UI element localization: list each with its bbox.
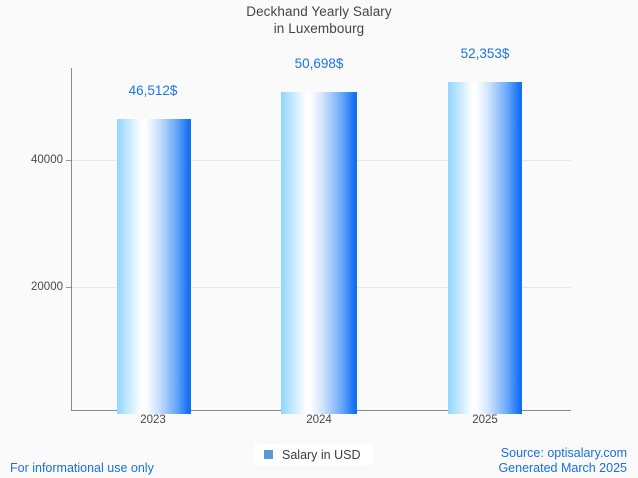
bar-value-2025: 52,353$ <box>460 46 510 61</box>
y-tick-mark-20000 <box>66 287 71 288</box>
x-tick-label-2025: 2025 <box>472 414 498 426</box>
legend-label-salary-in-usd: Salary in USD <box>282 447 361 462</box>
chart-legend[interactable]: Salary in USD <box>254 444 373 465</box>
y-axis-line <box>71 68 72 411</box>
bar-value-2024: 50,698$ <box>294 56 344 71</box>
footer-generated: Generated March 2025 <box>498 461 627 475</box>
x-tick-label-2023: 2023 <box>140 414 166 426</box>
footer-source-block: Source: optisalary.com Generated March 2… <box>498 446 627 476</box>
bar-value-2023: 46,512$ <box>128 83 178 98</box>
chart-title-line1: Deckhand Yearly Salary <box>246 4 392 19</box>
x-tick-label-2024: 2024 <box>306 414 332 426</box>
chart-title-line2: in Luxembourg <box>273 21 365 36</box>
footer-disclaimer: For informational use only <box>10 461 154 475</box>
footer-source: Source: optisalary.com <box>500 446 627 460</box>
bar-2023[interactable] <box>117 119 191 414</box>
chart-title: Deckhand Yearly Salary in Luxembourg <box>0 3 638 37</box>
y-tick-label-20000: 20000 <box>31 281 63 293</box>
y-tick-label-40000: 40000 <box>31 154 63 166</box>
y-tick-mark-40000 <box>66 160 71 161</box>
legend-swatch-icon <box>264 450 273 459</box>
bar-2024[interactable] <box>281 92 357 414</box>
bar-2025[interactable] <box>448 82 522 414</box>
plot-area <box>66 68 571 414</box>
